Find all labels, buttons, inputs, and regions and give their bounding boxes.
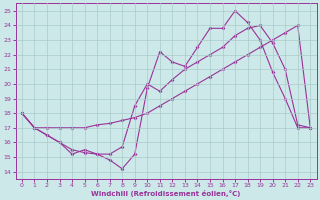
X-axis label: Windchill (Refroidissement éolien,°C): Windchill (Refroidissement éolien,°C) — [92, 190, 241, 197]
